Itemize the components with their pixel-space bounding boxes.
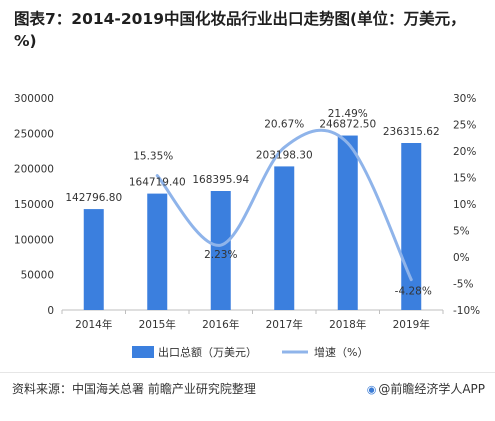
bar-value-label: 168395.94 xyxy=(192,174,249,186)
y-right-tick-label: 10% xyxy=(453,199,476,211)
y-right-tick-label: 0% xyxy=(453,252,470,264)
bar-value-label: 164719.40 xyxy=(129,177,186,189)
bar-value-label: 236315.62 xyxy=(383,126,440,138)
line-value-label: 15.35% xyxy=(133,151,173,163)
legend-line-label: 增速（%） xyxy=(314,345,368,359)
line-value-label: -4.28% xyxy=(395,286,432,298)
y-left-tick-label: 250000 xyxy=(14,128,54,140)
growth-line xyxy=(155,128,413,282)
bar xyxy=(274,166,295,310)
combo-chart: 0 50000 100000 150000 200000 250000 300000 -10%… xyxy=(14,93,480,359)
line-value-label: 21.49% xyxy=(328,108,368,120)
brand-logo-icon: ◉ xyxy=(366,383,377,396)
y-left-tick-label: 300000 xyxy=(14,93,54,105)
brand-label: ◉ @前瞻经济学人APP xyxy=(367,380,485,397)
legend-bar-swatch xyxy=(132,346,154,358)
x-tick-label: 2015年 xyxy=(139,318,176,331)
y-right-tick-label: 30% xyxy=(453,93,476,105)
x-tick-label: 2018年 xyxy=(329,318,366,331)
y-left-tick-label: 50000 xyxy=(21,270,54,282)
x-tick-label: 2019年 xyxy=(393,318,430,331)
source-note: 资料来源：中国海关总署 前瞻产业研究院整理 xyxy=(12,382,256,396)
chart-title: 图表7：2014-2019中国化妆品行业出口走势图(单位：万美元，%) xyxy=(14,10,466,50)
bar xyxy=(83,209,104,310)
y-right-tick-label: 15% xyxy=(453,173,476,185)
x-tick-label: 2014年 xyxy=(75,318,112,331)
y-left-tick-label: 100000 xyxy=(14,234,54,246)
bar-value-label: 246872.50 xyxy=(319,119,376,131)
line-value-label: 20.67% xyxy=(264,118,304,130)
footer-divider xyxy=(0,372,495,403)
brand-text: @前瞻经济学人APP xyxy=(378,382,485,396)
x-tick-label: 2016年 xyxy=(202,318,239,331)
y-right-tick-label: -10% xyxy=(453,305,480,317)
bar xyxy=(337,135,358,310)
x-tick-label: 2017年 xyxy=(266,318,303,331)
y-left-tick-label: 200000 xyxy=(14,164,54,176)
y-right-tick-label: 5% xyxy=(453,226,470,238)
legend-bar-label: 出口总额（万美元） xyxy=(158,345,257,359)
line-value-label: 2.23% xyxy=(204,249,237,261)
bar-value-label: 142796.80 xyxy=(65,192,122,204)
y-right-tick-label: 25% xyxy=(453,120,476,132)
y-left-tick-label: 150000 xyxy=(14,199,54,211)
y-left-tick-label: 0 xyxy=(47,305,54,317)
bar xyxy=(210,191,231,310)
y-right-tick-label: 20% xyxy=(453,146,476,158)
bar-value-label: 203198.30 xyxy=(256,149,313,161)
bar xyxy=(147,193,168,310)
y-right-tick-label: -5% xyxy=(453,279,473,291)
